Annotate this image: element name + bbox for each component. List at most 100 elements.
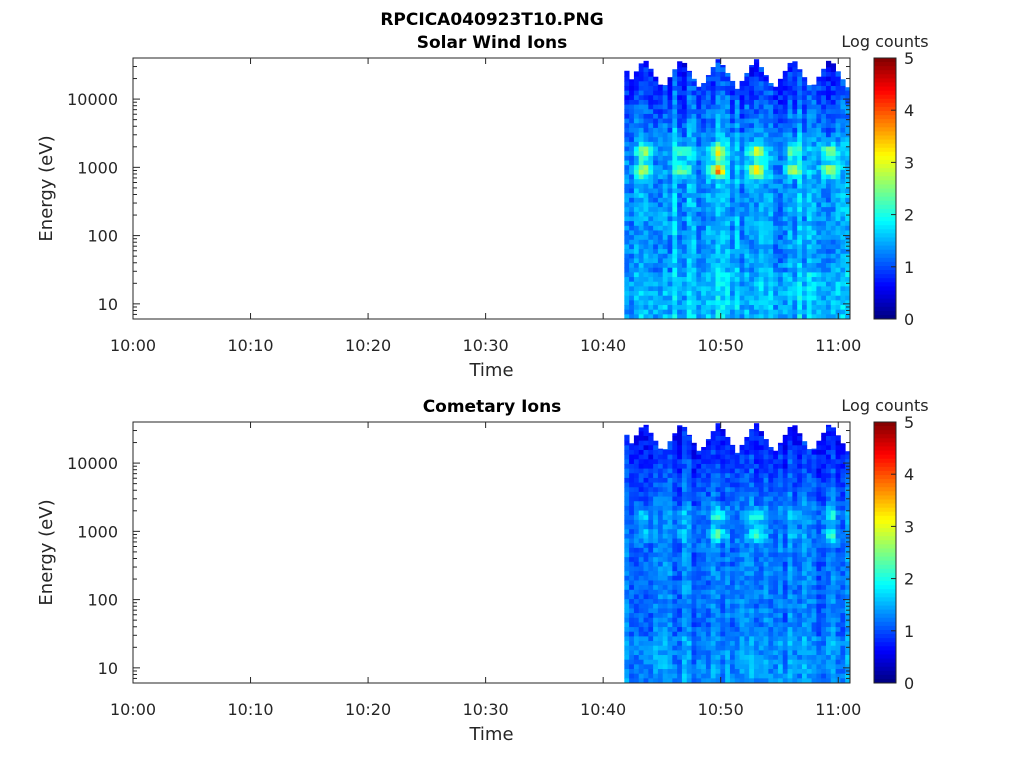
heatmap-cell <box>739 445 745 451</box>
heatmap-cell <box>701 277 707 283</box>
heatmap-cell <box>677 538 683 544</box>
heatmap-cell <box>830 519 836 525</box>
heatmap-cell <box>797 641 803 647</box>
heatmap-cell <box>801 547 808 553</box>
heatmap-cell <box>763 613 769 619</box>
heatmap-cell <box>816 449 822 456</box>
heatmap-cell <box>648 118 654 124</box>
heatmap-cell <box>710 76 716 82</box>
heatmap-cell <box>648 589 654 595</box>
heatmap-cell <box>662 309 668 315</box>
heatmap-cell <box>691 575 697 581</box>
heatmap-cell <box>624 580 630 586</box>
heatmap-cell <box>763 524 769 530</box>
heatmap-cell <box>777 468 784 474</box>
heatmap-cell <box>787 305 793 311</box>
heatmap-cell <box>710 641 716 647</box>
heatmap-cell <box>792 487 798 493</box>
heatmap-cell <box>797 454 803 460</box>
heatmap-cell <box>821 235 827 241</box>
heatmap-cell <box>691 529 697 535</box>
heatmap-cell <box>729 627 736 633</box>
heatmap-cell <box>835 81 841 87</box>
heatmap-cell <box>710 183 716 189</box>
heatmap-cell <box>710 202 716 208</box>
heatmap-cell <box>801 249 808 255</box>
heatmap-cell <box>749 249 755 255</box>
heatmap-cell <box>696 286 702 292</box>
heatmap-cell <box>705 160 712 166</box>
heatmap-cell <box>648 216 654 222</box>
heatmap-cell <box>744 253 750 259</box>
heatmap-cell <box>648 515 654 521</box>
heatmap-cell <box>672 501 678 507</box>
heatmap-cell <box>725 678 731 684</box>
heatmap-cell <box>696 463 702 470</box>
heatmap-cell <box>696 146 702 152</box>
heatmap-cell <box>773 450 779 456</box>
heatmap-cell <box>773 235 779 241</box>
heatmap-cell <box>648 151 654 157</box>
heatmap-cell <box>681 202 688 208</box>
heatmap-cell <box>643 207 649 213</box>
heatmap-cell <box>749 123 755 129</box>
heatmap-cell <box>777 291 784 297</box>
heatmap-cell <box>720 202 726 208</box>
heatmap-cell <box>662 505 668 511</box>
heatmap-cell <box>720 132 726 138</box>
heatmap-cell <box>749 179 755 185</box>
heatmap-cell <box>677 235 683 241</box>
heatmap-cell <box>705 263 712 269</box>
heatmap-cell <box>806 263 812 269</box>
heatmap-cell <box>638 295 644 301</box>
heatmap-cell <box>835 277 841 283</box>
heatmap-cell <box>744 673 750 679</box>
heatmap-cell <box>672 678 678 684</box>
heatmap-cell <box>806 641 812 647</box>
heatmap-cell <box>734 552 740 558</box>
heatmap-cell <box>686 599 692 605</box>
heatmap-cell <box>806 216 812 222</box>
heatmap-cell <box>768 132 774 138</box>
heatmap-cell <box>672 132 678 138</box>
heatmap-cell <box>653 151 659 157</box>
heatmap-cell <box>744 519 750 525</box>
heatmap-cell <box>801 678 808 684</box>
heatmap-cell <box>653 445 659 451</box>
heatmap-cell <box>792 599 798 605</box>
heatmap-cell <box>643 557 649 563</box>
heatmap-cell <box>821 95 827 101</box>
heatmap-cell <box>768 645 774 651</box>
heatmap-cell <box>777 543 784 549</box>
heatmap-cell <box>763 547 769 553</box>
heatmap-cell <box>825 151 832 157</box>
heatmap-cell <box>657 211 664 217</box>
heatmap-cell <box>657 608 664 614</box>
heatmap-cell <box>629 650 635 656</box>
heatmap-cell <box>835 179 841 185</box>
heatmap-cell <box>787 617 793 623</box>
heatmap-cell <box>729 482 736 488</box>
heatmap-cell <box>648 501 654 507</box>
heatmap-cell <box>672 104 678 110</box>
heatmap-cell <box>633 174 640 180</box>
heatmap-cell <box>643 561 649 567</box>
heatmap-cell <box>638 435 644 442</box>
heatmap-cell <box>701 473 707 479</box>
heatmap-cell <box>816 104 822 110</box>
heatmap-cell <box>715 109 721 115</box>
heatmap-cell <box>705 95 712 101</box>
heatmap-cell <box>792 137 798 143</box>
heatmap-cell <box>624 174 630 180</box>
heatmap-cell <box>681 650 688 656</box>
heatmap-cell <box>758 239 764 245</box>
heatmap-cell <box>749 207 755 213</box>
heatmap-cell <box>782 566 788 572</box>
heatmap-cell <box>840 295 846 301</box>
heatmap-cell <box>710 85 716 92</box>
heatmap-cell <box>821 627 827 633</box>
heatmap-cell <box>653 575 659 581</box>
heatmap-cell <box>729 197 736 203</box>
heatmap-cell <box>801 669 808 675</box>
heatmap-cell <box>797 636 803 642</box>
